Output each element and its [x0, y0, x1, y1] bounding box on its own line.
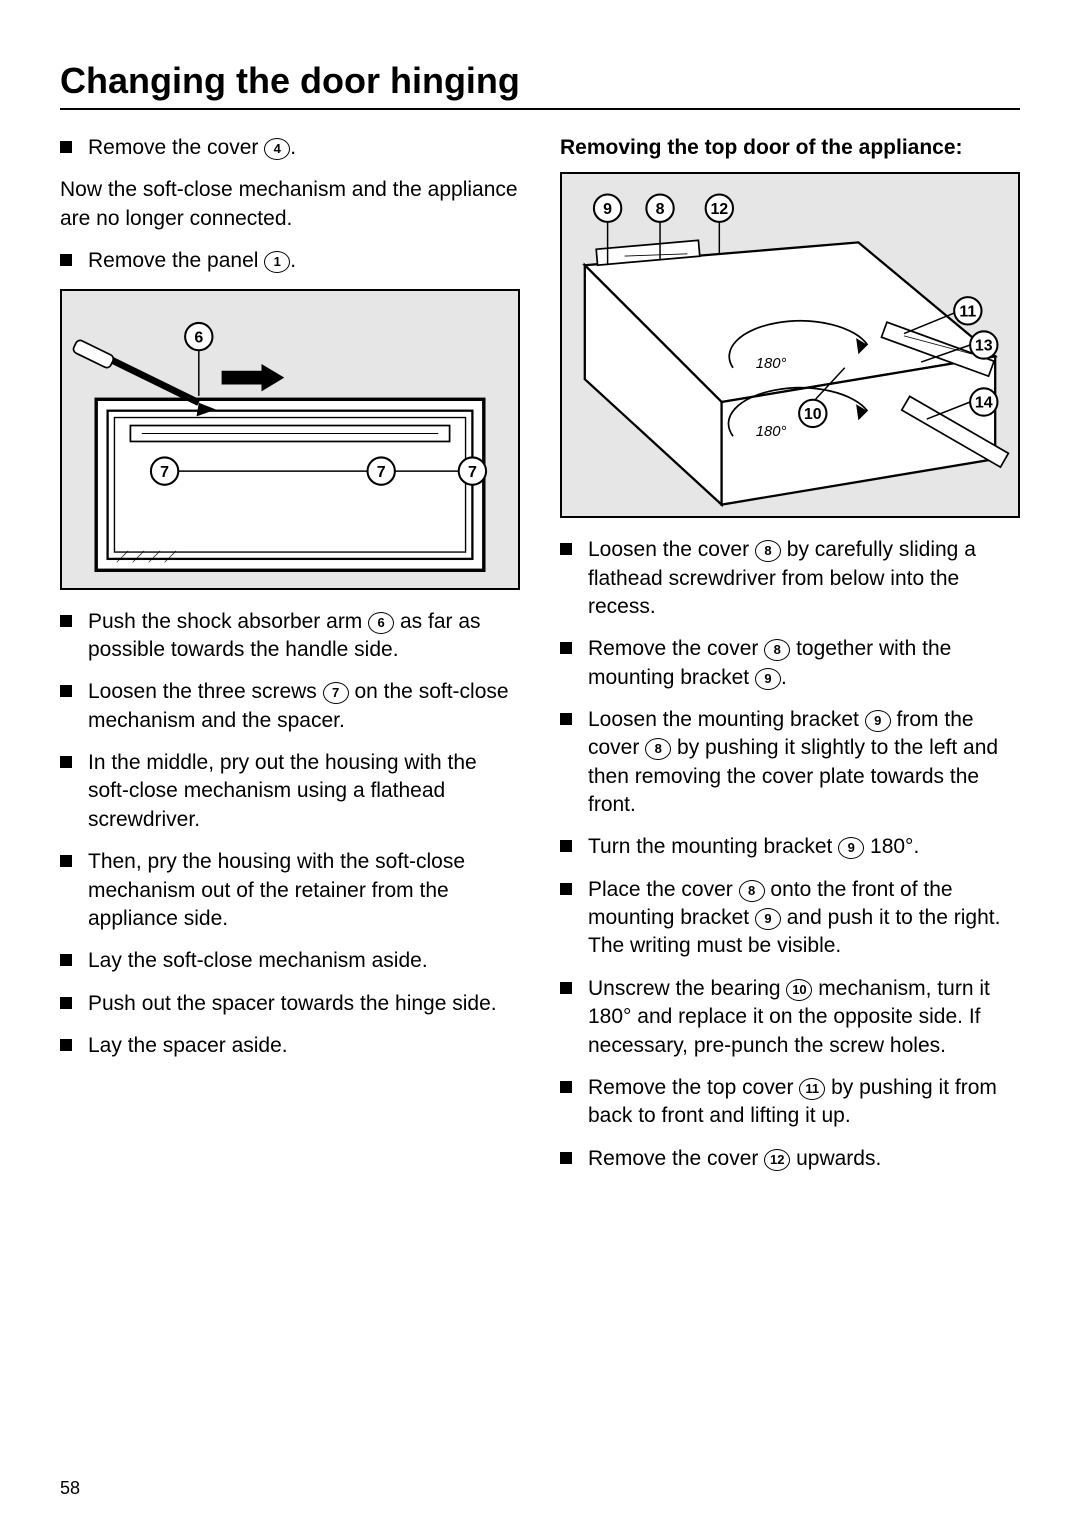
list-item: Remove the top cover 11 by pushing it fr… — [560, 1074, 1020, 1131]
page-title: Changing the door hinging — [60, 60, 1020, 102]
title-rule — [60, 108, 1020, 110]
list-item: Unscrew the bearing 10 mechanism, turn i… — [560, 975, 1020, 1060]
ref-circle: 8 — [755, 540, 781, 562]
ref-circle: 6 — [368, 612, 394, 634]
ref-circle: 8 — [739, 880, 765, 902]
svg-text:8: 8 — [656, 201, 665, 218]
two-column-layout: Remove the cover 4. Now the soft-close m… — [60, 134, 1020, 1187]
svg-text:180°: 180° — [756, 356, 787, 372]
ref-circle: 10 — [786, 979, 812, 1001]
bullet-list-pre: Remove the cover 4. — [60, 134, 520, 162]
bullet-list-right: Loosen the cover 8 by carefully sliding … — [560, 536, 1020, 1173]
ref-circle: 9 — [755, 668, 781, 690]
ref-circle: 8 — [645, 738, 671, 760]
list-item: Loosen the cover 8 by carefully sliding … — [560, 536, 1020, 621]
list-item: Loosen the three screws 7 on the soft-cl… — [60, 678, 520, 735]
list-item: Place the cover 8 onto the front of the … — [560, 876, 1020, 961]
figure-2-svg: 9 8 12 11 13 14 10 180° 180° — [562, 174, 1018, 516]
ref-circle: 9 — [838, 837, 864, 859]
ref-circle: 1 — [264, 251, 290, 273]
svg-text:13: 13 — [975, 338, 993, 355]
list-item: Lay the spacer aside. — [60, 1032, 520, 1060]
bullet-list-mid: Remove the panel 1. — [60, 247, 520, 275]
subheading: Removing the top door of the appliance: — [560, 134, 1020, 162]
page-number: 58 — [60, 1478, 80, 1499]
list-item: Remove the cover 12 upwards. — [560, 1145, 1020, 1173]
list-item: Push the shock absorber arm 6 as far as … — [60, 608, 520, 665]
ref-circle: 7 — [323, 682, 349, 704]
svg-text:9: 9 — [603, 201, 612, 218]
svg-text:12: 12 — [710, 201, 728, 218]
figure-1: 6 7 7 7 — [60, 289, 520, 589]
bullet-list-post: Push the shock absorber arm 6 as far as … — [60, 608, 520, 1060]
svg-text:7: 7 — [160, 464, 169, 481]
svg-text:180°: 180° — [756, 425, 787, 441]
svg-text:11: 11 — [959, 304, 976, 321]
ref-circle: 8 — [764, 639, 790, 661]
svg-text:6: 6 — [194, 330, 203, 347]
list-item: Then, pry the housing with the soft-clos… — [60, 848, 520, 933]
list-item: Remove the panel 1. — [60, 247, 520, 275]
left-column: Remove the cover 4. Now the soft-close m… — [60, 134, 520, 1187]
ref-circle: 9 — [755, 908, 781, 930]
list-item: In the middle, pry out the housing with … — [60, 749, 520, 834]
ref-circle: 9 — [865, 710, 891, 732]
figure-1-svg: 6 7 7 7 — [62, 291, 518, 587]
ref-circle: 12 — [764, 1149, 790, 1171]
svg-text:14: 14 — [975, 395, 993, 412]
list-item: Lay the soft-close mechanism aside. — [60, 947, 520, 975]
svg-text:10: 10 — [804, 406, 822, 423]
figure-2: 9 8 12 11 13 14 10 180° 180° — [560, 172, 1020, 518]
svg-text:7: 7 — [377, 464, 386, 481]
ref-circle: 11 — [799, 1078, 825, 1100]
list-item: Push out the spacer towards the hinge si… — [60, 990, 520, 1018]
ref-circle: 4 — [264, 138, 290, 160]
manual-page: Changing the door hinging Remove the cov… — [0, 0, 1080, 1529]
list-item: Loosen the mounting bracket 9 from the c… — [560, 706, 1020, 819]
list-item: Remove the cover 8 together with the mou… — [560, 635, 1020, 692]
paragraph: Now the soft-close mechanism and the app… — [60, 176, 520, 233]
list-item: Turn the mounting bracket 9 180°. — [560, 833, 1020, 861]
list-item: Remove the cover 4. — [60, 134, 520, 162]
svg-text:7: 7 — [468, 464, 477, 481]
right-column: Removing the top door of the appliance: — [560, 134, 1020, 1187]
